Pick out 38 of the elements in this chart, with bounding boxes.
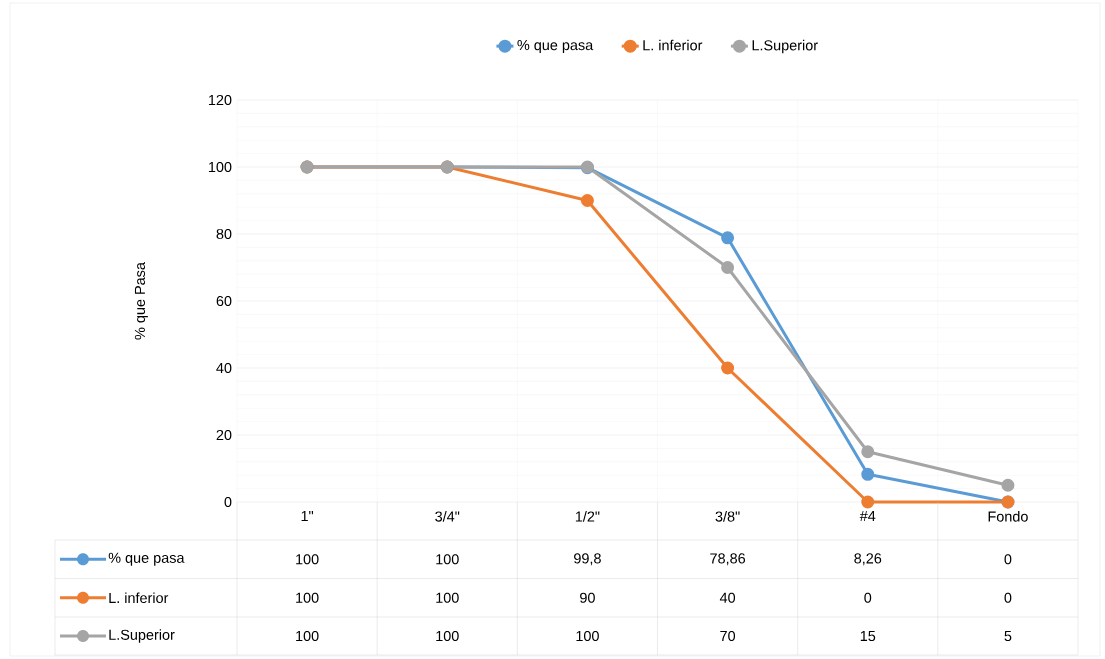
data-label: 100 bbox=[296, 630, 319, 642]
data-label: 70 bbox=[720, 630, 736, 642]
text: L.Superior bbox=[109, 629, 175, 643]
x-tick-label: 1/2" bbox=[575, 511, 600, 522]
text: % que pasa bbox=[108, 552, 185, 566]
data-label: 100 bbox=[436, 630, 459, 642]
x-tick-label: 3/4" bbox=[435, 511, 460, 522]
data-label: 100 bbox=[296, 554, 319, 565]
x-tick-label: 1" bbox=[301, 511, 314, 521]
data-label: 5 bbox=[1004, 630, 1012, 642]
y-tick-label: 60 bbox=[216, 295, 232, 307]
data-label: 0 bbox=[1004, 554, 1012, 565]
data-label: 100 bbox=[576, 630, 599, 642]
y-tick-label: 120 bbox=[208, 94, 232, 106]
data-label: 90 bbox=[580, 592, 595, 603]
y-tick-label: 40 bbox=[216, 362, 232, 374]
data-label: 0 bbox=[864, 592, 872, 603]
x-tick-label: 3/8" bbox=[715, 511, 740, 522]
data-label: 78,86 bbox=[710, 553, 746, 566]
x-tick-label: #4 bbox=[859, 511, 876, 521]
x-tick-label: Fondo bbox=[988, 511, 1028, 522]
y-tick-label: 80 bbox=[216, 228, 232, 240]
data-label: 100 bbox=[296, 592, 319, 603]
legend-label: L. inferior bbox=[643, 39, 703, 51]
data-label: 8,26 bbox=[854, 553, 882, 566]
data-label: 40 bbox=[719, 592, 736, 603]
legend-label: L.Superior bbox=[752, 39, 818, 54]
text: L. inferior bbox=[109, 592, 169, 604]
data-label: 99,8 bbox=[574, 553, 601, 566]
data-label: 100 bbox=[436, 592, 459, 603]
data-label: 15 bbox=[860, 630, 876, 642]
y-tick-label: 0 bbox=[224, 496, 232, 508]
y-tick-label: 100 bbox=[208, 161, 232, 173]
y-tick-label: 20 bbox=[216, 429, 232, 441]
legend-label: % que pasa bbox=[517, 40, 594, 54]
y-axis-title: % que Pasa bbox=[134, 262, 148, 340]
data-label: 100 bbox=[436, 554, 459, 565]
data-label: 0 bbox=[1004, 592, 1012, 603]
